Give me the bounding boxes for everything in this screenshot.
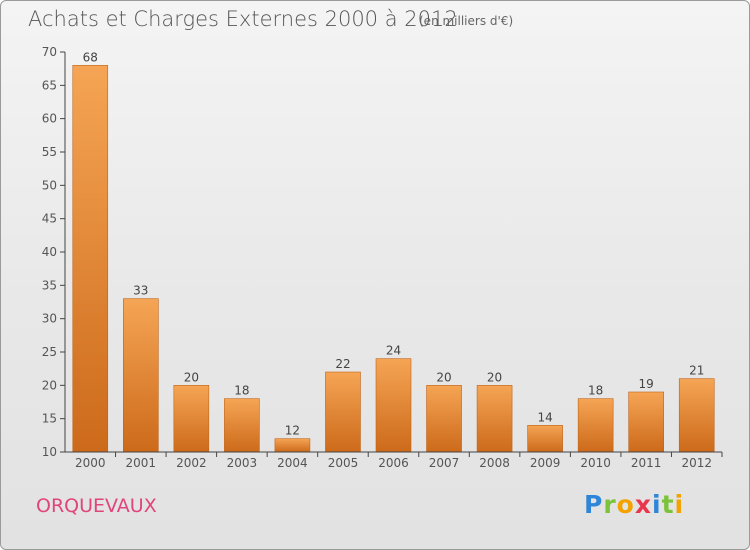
logo-letter: t	[661, 490, 675, 519]
bar	[577, 398, 614, 453]
bar	[426, 385, 462, 453]
y-tick-label: 55	[42, 145, 57, 159]
y-tick-label: 15	[42, 412, 57, 426]
bar	[72, 65, 109, 453]
bar-value-label: 68	[83, 50, 98, 64]
logo-letter: x	[634, 490, 652, 519]
bars: 68 33 20 18 12 22 24 20 20 14 18 19 21	[72, 50, 715, 453]
bar-value-label: 19	[639, 377, 654, 391]
bar-value-label: 12	[285, 424, 300, 438]
y-tick-label: 10	[42, 445, 57, 459]
bar-value-label: 20	[184, 370, 199, 384]
bar-value-label: 20	[436, 370, 451, 384]
x-tick-label: 2002	[176, 456, 207, 470]
x-tick-label: 2005	[328, 456, 359, 470]
x-tick-label: 2008	[479, 456, 510, 470]
y-tick-label: 45	[42, 212, 57, 226]
y-tick-label: 40	[42, 245, 57, 259]
bar	[375, 358, 412, 453]
bar-value-label: 18	[588, 384, 603, 398]
x-tick-label: 2010	[580, 456, 611, 470]
x-tick-label: 2000	[75, 456, 106, 470]
bar	[224, 398, 260, 453]
bar	[476, 385, 513, 453]
y-tick-label: 60	[42, 112, 57, 126]
y-tick-label: 25	[42, 345, 57, 359]
y-axis: 10 15 20 25 30 35 40 45 50 55 60 65 70	[42, 45, 66, 459]
y-tick-label: 30	[42, 312, 57, 326]
y-tick-label: 70	[42, 45, 57, 59]
x-tick-label: 2009	[530, 456, 561, 470]
bar	[527, 425, 563, 453]
bar	[274, 438, 311, 453]
bar-value-label: 24	[386, 344, 401, 358]
logo-letter: i	[674, 490, 685, 519]
bar-value-label: 18	[234, 384, 249, 398]
x-axis: 2000 2001 2002 2003 2004 2005 2006 2007 2008 2009…	[65, 451, 723, 470]
bar	[678, 378, 715, 453]
y-tick-label: 50	[42, 178, 57, 192]
x-tick-label: 2001	[126, 456, 157, 470]
bar-value-label: 22	[335, 357, 350, 371]
x-tick-label: 2007	[429, 456, 460, 470]
bar	[173, 385, 210, 453]
x-tick-label: 2012	[681, 456, 712, 470]
x-tick-label: 2003	[227, 456, 258, 470]
bar	[123, 298, 159, 453]
bar-value-label: 33	[133, 284, 148, 298]
bar-value-label: 20	[487, 370, 502, 384]
bar	[325, 371, 361, 453]
logo-letter: P	[584, 490, 604, 519]
logo-letter: i	[652, 490, 662, 519]
bar-value-label: 14	[537, 410, 552, 424]
x-tick-label: 2011	[631, 456, 662, 470]
y-tick-label: 35	[42, 278, 57, 292]
bar-value-label: 21	[689, 364, 704, 378]
logo-letter: r	[603, 490, 617, 519]
commune-name: ORQUEVAUX	[36, 495, 157, 517]
y-tick-label: 65	[42, 78, 57, 92]
x-tick-label: 2006	[378, 456, 409, 470]
y-tick-label: 20	[42, 378, 57, 392]
x-tick-label: 2004	[277, 456, 308, 470]
chart-title: Achats et Charges Externes 2000 à 2012	[28, 7, 458, 31]
logo-letter: o	[616, 490, 635, 519]
proxiti-logo: Proxiti	[584, 490, 684, 519]
bar	[628, 391, 664, 453]
chart-unit: (en milliers d'€)	[419, 14, 514, 28]
